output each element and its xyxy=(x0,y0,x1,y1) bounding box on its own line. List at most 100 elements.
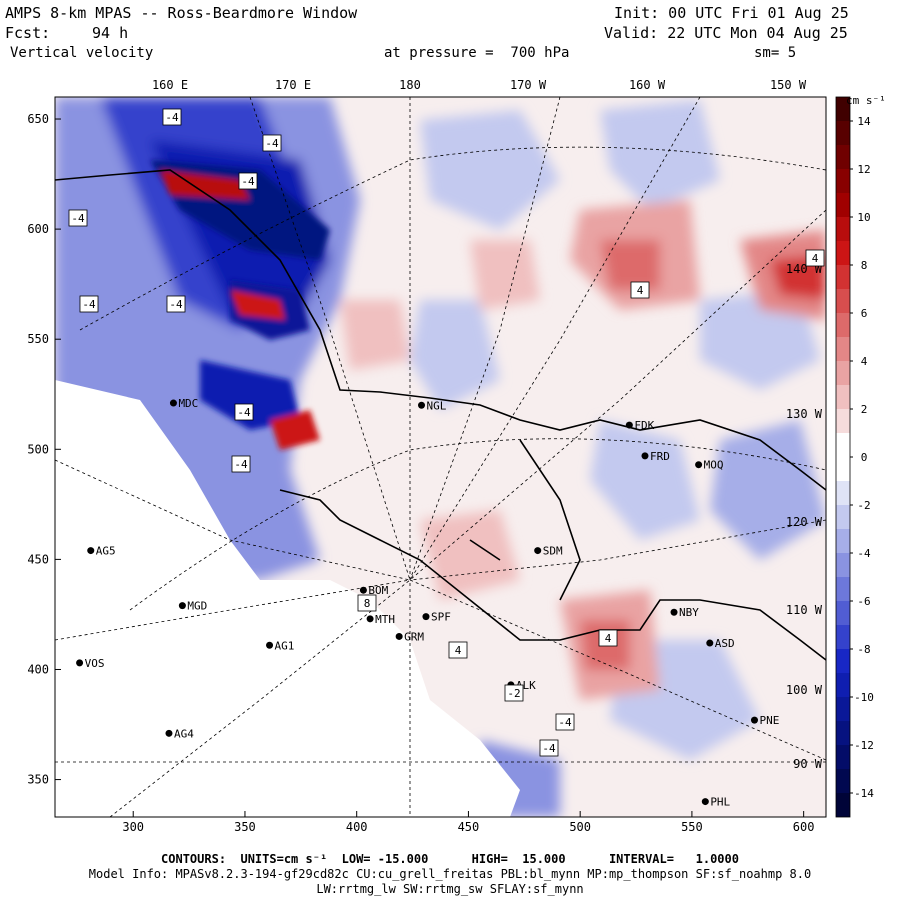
colorbar-swatch xyxy=(836,769,850,793)
longitude-label: 150 W xyxy=(770,78,807,92)
colorbar-swatch xyxy=(836,601,850,625)
station-marker xyxy=(418,401,426,409)
station-marker xyxy=(670,608,678,616)
contour-label-text: -4 xyxy=(169,298,183,311)
station-label: PHL xyxy=(710,796,730,809)
station-marker xyxy=(422,613,430,621)
colorbar-label: -10 xyxy=(854,691,874,704)
colorbar-label: 12 xyxy=(857,163,870,176)
station-marker xyxy=(695,461,703,469)
station-marker xyxy=(750,716,758,724)
smoothing: sm= 5 xyxy=(754,45,797,61)
station-label: SPF xyxy=(431,611,451,624)
colorbar: 14 12 10 8 6 4 2 0 -2 -4 -6 -8 -10 -12 -14 xyxy=(835,96,874,818)
colorbar-swatch xyxy=(836,193,850,217)
contour-label: -4 xyxy=(539,739,559,757)
longitude-labels-top: 160 E 170 E 180 170 W 160 W 150 W xyxy=(152,78,807,92)
longitude-label: 160 E xyxy=(152,78,188,92)
contour-label: 4 xyxy=(805,249,825,267)
station-label: SDM xyxy=(543,545,563,558)
contour-label: -4 xyxy=(162,108,182,126)
colorbar-label: -4 xyxy=(857,547,871,560)
colorbar-swatch xyxy=(836,241,850,265)
contour-label: -4 xyxy=(166,295,186,313)
colorbar-label: -6 xyxy=(857,595,870,608)
station-label: AG4 xyxy=(174,727,194,740)
colorbar-label: -2 xyxy=(857,499,870,512)
x-axis: 300 350 400 450 500 550 600 xyxy=(122,811,814,834)
field-name: Vertical velocity xyxy=(10,45,154,61)
colorbar-label: 14 xyxy=(857,115,871,128)
station-marker xyxy=(178,602,186,610)
station-marker xyxy=(266,641,274,649)
longitude-label: 110 W xyxy=(786,603,823,617)
colorbar-unit: cm s⁻¹ xyxy=(846,94,886,107)
contour-label-text: 8 xyxy=(364,597,371,610)
colorbar-swatch xyxy=(836,361,850,385)
colorbar-swatch xyxy=(836,289,850,313)
masked-terrain xyxy=(55,380,520,817)
station-marker xyxy=(169,399,177,407)
plot-area: 300 350 400 450 500 550 600 350 400 450 500 550 600… xyxy=(27,78,886,834)
longitude-label: 90 W xyxy=(793,757,823,771)
colorbar-swatch xyxy=(836,265,850,289)
station-marker xyxy=(366,615,374,623)
station-label: AG5 xyxy=(96,545,116,558)
forecast-hour: 94 h xyxy=(92,24,129,42)
colorbar-swatch xyxy=(836,217,850,241)
contour-label-text: -2 xyxy=(507,687,520,700)
contour-label-text: -4 xyxy=(558,716,572,729)
contour-label-text: -4 xyxy=(165,111,179,124)
y-axis: 350 400 450 500 550 600 650 xyxy=(27,112,61,787)
init-time: Init: 00 UTC Fri 01 Aug 25 xyxy=(614,4,849,22)
colorbar-swatch xyxy=(836,313,850,337)
colorbar-label: 10 xyxy=(857,211,870,224)
colorbar-swatch xyxy=(836,793,850,817)
intense-band xyxy=(150,160,330,450)
station-marker xyxy=(641,452,649,460)
station-marker xyxy=(87,547,95,555)
colorbar-label: -14 xyxy=(854,787,874,800)
colorbar-swatch xyxy=(836,457,850,481)
contour-label-text: -4 xyxy=(234,458,248,471)
colorbar-swatch xyxy=(836,577,850,601)
colorbar-swatch xyxy=(836,721,850,745)
pressure-level: at pressure = 700 hPa xyxy=(384,45,570,61)
station-label: FRD xyxy=(650,450,670,463)
station-label: AG1 xyxy=(275,639,295,652)
station-marker xyxy=(625,421,633,429)
contour-label-text: 4 xyxy=(637,284,644,297)
colorbar-swatch xyxy=(836,169,850,193)
x-tick-label: 450 xyxy=(458,820,480,834)
colorbar-swatch xyxy=(836,97,850,121)
colorbar-label: -8 xyxy=(857,643,870,656)
contour-label: -4 xyxy=(79,295,99,313)
colorbar-swatch xyxy=(836,409,850,433)
colorbar-label: 8 xyxy=(861,259,868,272)
contour-label-text: -4 xyxy=(265,137,279,150)
x-tick-label: 400 xyxy=(346,820,368,834)
colorbar-label: 6 xyxy=(861,307,868,320)
station-marker xyxy=(534,547,542,555)
x-tick-label: 300 xyxy=(122,820,144,834)
colorbar-label: 0 xyxy=(861,451,868,464)
colorbar-label: 2 xyxy=(861,403,868,416)
contour-label-text: 4 xyxy=(605,632,612,645)
x-tick-label: 550 xyxy=(681,820,703,834)
colorbar-swatch xyxy=(836,673,850,697)
contour-label-text: -4 xyxy=(71,212,85,225)
y-tick-label: 500 xyxy=(27,442,49,456)
longitude-label: 100 W xyxy=(786,683,823,697)
station-label: GRM xyxy=(404,630,424,643)
station-marker xyxy=(706,639,714,647)
colorbar-swatch xyxy=(836,337,850,361)
vertical-velocity-map: 300 350 400 450 500 550 600 350 400 450 500 550 600… xyxy=(27,78,886,834)
colorbar-swatch xyxy=(836,505,850,529)
colorbar-swatch xyxy=(836,481,850,505)
colorbar-swatch xyxy=(836,745,850,769)
contour-label: 4 xyxy=(598,629,618,647)
station-marker xyxy=(701,798,709,806)
contour-label: -4 xyxy=(231,455,251,473)
y-tick-label: 350 xyxy=(27,773,49,787)
